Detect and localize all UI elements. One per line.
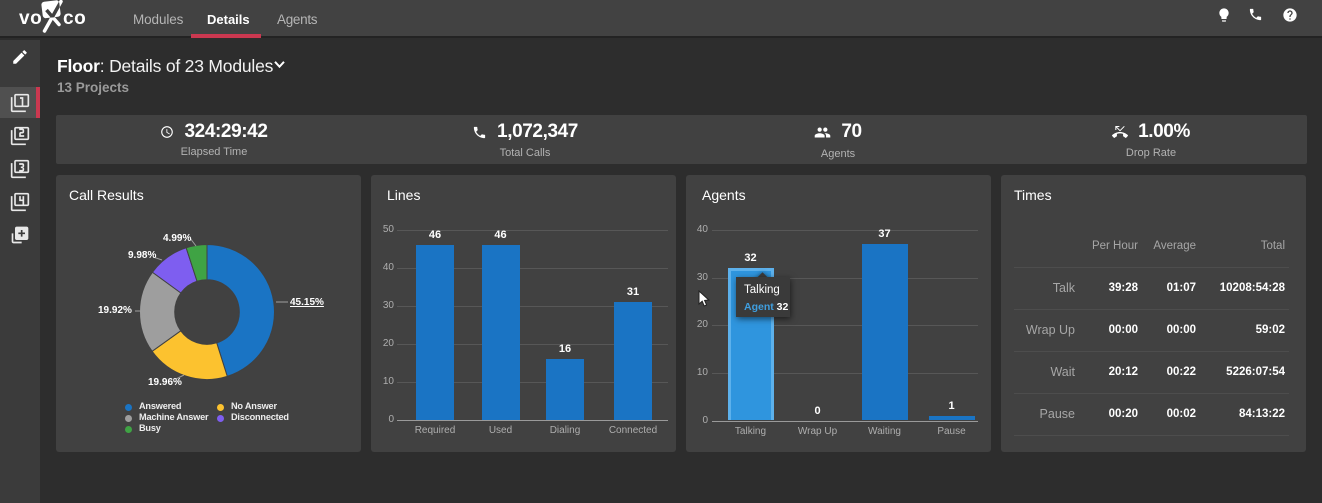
svg-text:co: co <box>63 8 86 29</box>
svg-text:vo: vo <box>19 8 42 29</box>
